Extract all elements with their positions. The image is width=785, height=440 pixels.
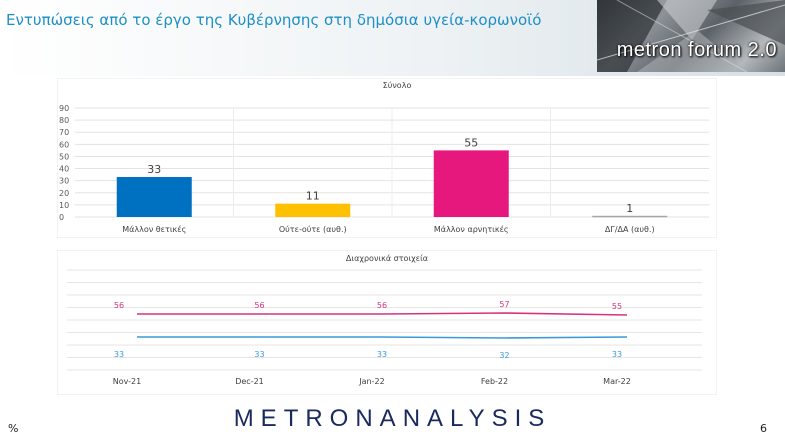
bar: [592, 215, 668, 218]
data-label: 32: [499, 351, 509, 360]
x-tick-label: Mar-22: [603, 377, 631, 386]
bar-value-label: 55: [464, 136, 478, 149]
slide-header: Εντυπώσεις από το έργο της Κυβέρνησης στ…: [0, 0, 785, 76]
data-label: 57: [499, 300, 509, 309]
line-chart-frame: [56, 249, 718, 396]
line-chart-panel: Διαχρονικά στοιχεία 56 56 56 57 55 33 33 33 32 33 N…: [56, 249, 718, 396]
x-category-label: Ούτε-ούτε (αυθ.): [279, 224, 347, 234]
x-tick-label: Nov-21: [113, 377, 141, 386]
series-line: [137, 312, 628, 316]
y-tick-label: 40: [59, 165, 69, 174]
y-tick-label: 90: [59, 104, 69, 113]
x-category-label: Μάλλον θετικές: [122, 224, 186, 234]
metron-forum-logo: metron forum 2.0: [597, 0, 785, 72]
bar: [275, 203, 351, 217]
bar-chart-title: Σύνολο: [383, 80, 412, 90]
y-tick-label: 60: [59, 140, 69, 149]
data-label: 56: [254, 301, 264, 310]
bar-chart: Σύνολο 0 10 20 30 40 50 60 70 80 90 33 Μάλλον θετικέ…: [56, 77, 718, 239]
y-tick-label: 70: [59, 128, 69, 137]
bar-value-label: 33: [147, 163, 161, 176]
y-tick-label: 50: [59, 152, 69, 161]
line-chart: Διαχρονικά στοιχεία 56 56 56 57 55 33 33 33 32 33 N…: [56, 249, 718, 396]
data-label: 56: [377, 301, 387, 310]
y-tick-label: 20: [59, 189, 69, 198]
y-tick-label: 0: [59, 213, 64, 222]
y-tick-label: 30: [59, 177, 69, 186]
data-label: 56: [114, 301, 124, 310]
x-tick-label: Jan-22: [358, 377, 384, 386]
data-label: 33: [254, 350, 264, 359]
x-category-label: ΔΓ/ΔΑ (αυθ.): [605, 225, 655, 234]
y-tick-label: 80: [59, 116, 69, 125]
percent-sign: %: [8, 422, 19, 435]
slide-title: Εντυπώσεις από το έργο της Κυβέρνησης στ…: [6, 11, 542, 29]
line-chart-title: Διαχρονικά στοιχεία: [346, 254, 428, 263]
bar-chart-panel: Σύνολο 0 10 20 30 40 50 60 70 80 90 33 Μάλλον θετικέ…: [56, 77, 718, 239]
series-line: [137, 336, 628, 339]
logo-text: metron forum 2.0: [616, 39, 777, 61]
data-label: 33: [377, 350, 387, 359]
bar: [116, 177, 192, 217]
data-label: 55: [612, 302, 622, 311]
y-tick-label: 10: [59, 201, 69, 210]
metron-analysis-brand: METRONANALYSIS: [233, 405, 552, 432]
x-tick-label: Feb-22: [481, 377, 508, 386]
x-tick-label: Dec-21: [235, 377, 264, 386]
bar-value-label: 11: [306, 190, 320, 203]
page-number: 6: [760, 422, 767, 435]
logo-pattern-icon: [597, 0, 785, 72]
data-label: 33: [114, 350, 124, 359]
bar: [433, 150, 509, 217]
data-label: 33: [612, 350, 622, 359]
x-category-label: Μάλλον αρνητικές: [434, 224, 509, 234]
bar-value-label: 1: [626, 202, 633, 215]
